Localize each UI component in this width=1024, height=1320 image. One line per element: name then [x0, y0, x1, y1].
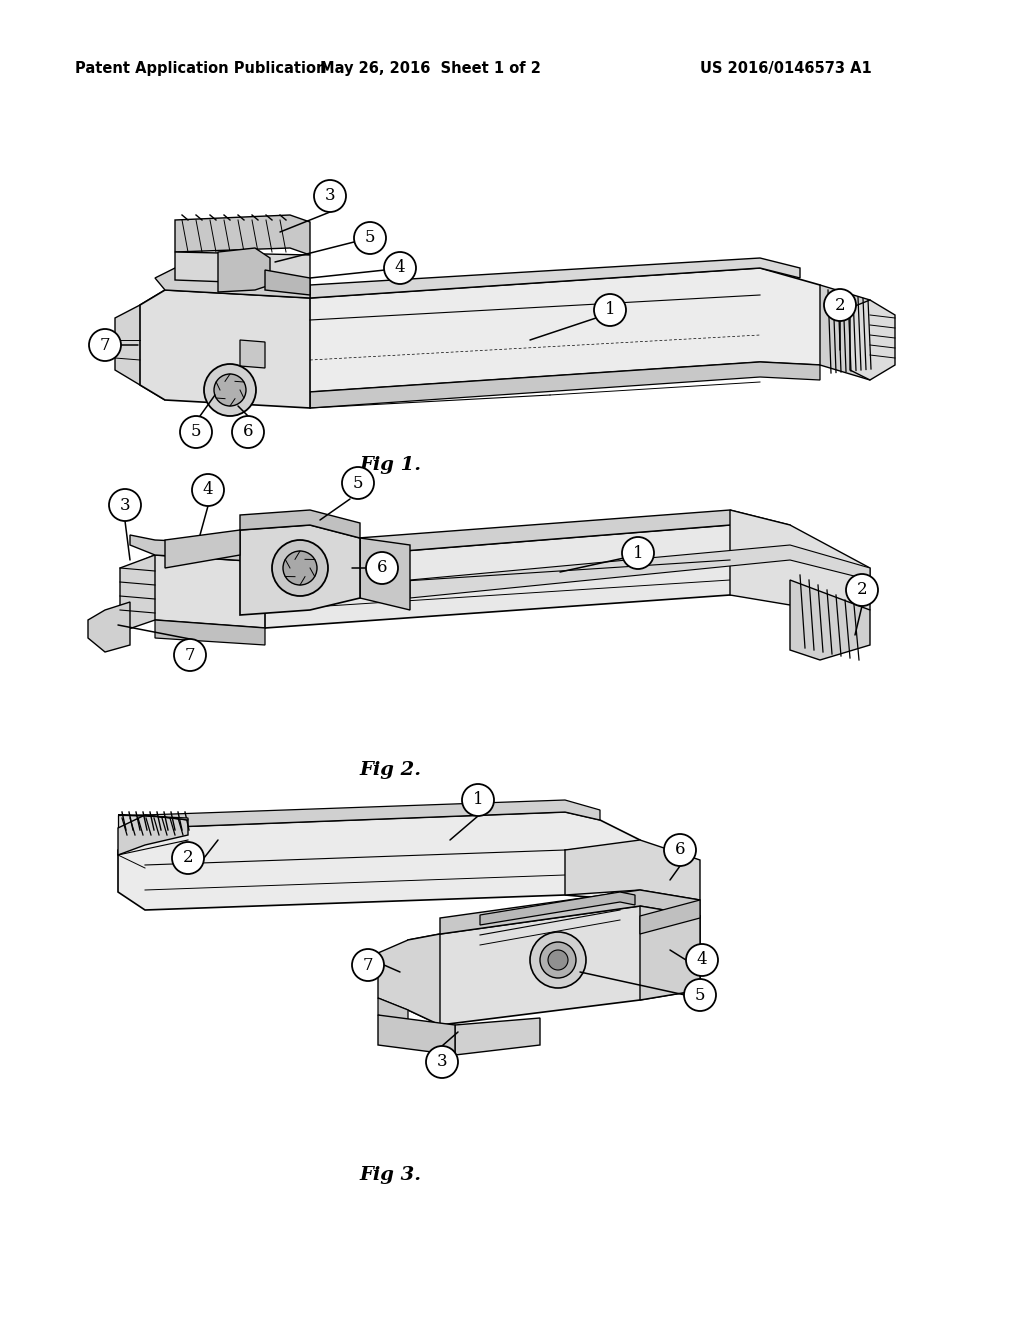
Polygon shape — [120, 554, 155, 632]
Text: Fig 3.: Fig 3. — [359, 1166, 421, 1184]
Circle shape — [530, 932, 586, 987]
Text: 1: 1 — [473, 792, 483, 808]
Text: 7: 7 — [184, 647, 196, 664]
Text: 2: 2 — [182, 850, 194, 866]
Text: 4: 4 — [203, 482, 213, 499]
Circle shape — [342, 467, 374, 499]
Polygon shape — [820, 285, 870, 380]
Polygon shape — [310, 362, 820, 408]
Polygon shape — [280, 268, 850, 392]
Circle shape — [846, 574, 878, 606]
Text: May 26, 2016  Sheet 1 of 2: May 26, 2016 Sheet 1 of 2 — [319, 61, 541, 75]
Circle shape — [622, 537, 654, 569]
Polygon shape — [240, 510, 360, 539]
Polygon shape — [265, 510, 790, 562]
Circle shape — [354, 222, 386, 253]
Text: Fig 1.: Fig 1. — [359, 455, 421, 474]
Circle shape — [684, 979, 716, 1011]
Polygon shape — [218, 248, 270, 292]
Circle shape — [366, 552, 398, 583]
Polygon shape — [240, 341, 265, 368]
Circle shape — [426, 1045, 458, 1078]
Circle shape — [548, 950, 568, 970]
Polygon shape — [115, 290, 165, 400]
Circle shape — [283, 550, 317, 585]
Circle shape — [232, 416, 264, 447]
Polygon shape — [850, 300, 895, 380]
Text: 6: 6 — [675, 842, 685, 858]
Circle shape — [594, 294, 626, 326]
Circle shape — [193, 474, 224, 506]
Polygon shape — [480, 892, 635, 925]
Polygon shape — [378, 1015, 455, 1055]
Polygon shape — [360, 539, 410, 610]
Polygon shape — [230, 525, 790, 628]
Polygon shape — [455, 1018, 540, 1055]
Polygon shape — [155, 268, 310, 298]
Text: 5: 5 — [365, 230, 375, 247]
Circle shape — [824, 289, 856, 321]
Text: 4: 4 — [696, 952, 708, 969]
Text: Fig 2.: Fig 2. — [359, 762, 421, 779]
Text: US 2016/0146573 A1: US 2016/0146573 A1 — [700, 61, 871, 75]
Polygon shape — [640, 900, 700, 935]
Text: 3: 3 — [325, 187, 335, 205]
Circle shape — [384, 252, 416, 284]
Polygon shape — [175, 252, 310, 285]
Text: 3: 3 — [436, 1053, 447, 1071]
Polygon shape — [145, 800, 600, 828]
Text: Patent Application Publication: Patent Application Publication — [75, 61, 327, 75]
Circle shape — [272, 540, 328, 597]
Circle shape — [109, 488, 141, 521]
Text: 7: 7 — [362, 957, 374, 974]
Polygon shape — [240, 525, 360, 615]
Polygon shape — [175, 215, 310, 255]
Circle shape — [314, 180, 346, 213]
Polygon shape — [640, 906, 700, 1001]
Text: 1: 1 — [605, 301, 615, 318]
Polygon shape — [408, 906, 700, 1026]
Polygon shape — [118, 814, 188, 820]
Polygon shape — [310, 257, 800, 298]
Polygon shape — [265, 271, 310, 294]
Text: 3: 3 — [120, 496, 130, 513]
Polygon shape — [125, 554, 265, 628]
Polygon shape — [165, 531, 240, 568]
Polygon shape — [155, 620, 265, 645]
Circle shape — [462, 784, 494, 816]
Circle shape — [540, 942, 575, 978]
Polygon shape — [440, 890, 700, 935]
Polygon shape — [118, 814, 188, 855]
Polygon shape — [378, 935, 440, 1026]
Circle shape — [204, 364, 256, 416]
Text: 6: 6 — [377, 560, 387, 577]
Polygon shape — [565, 840, 700, 900]
Text: 1: 1 — [633, 544, 643, 561]
Polygon shape — [118, 814, 145, 828]
Text: 5: 5 — [352, 474, 364, 491]
Circle shape — [352, 949, 384, 981]
Circle shape — [180, 416, 212, 447]
Circle shape — [89, 329, 121, 360]
Text: 6: 6 — [243, 424, 253, 441]
Text: 5: 5 — [190, 424, 202, 441]
Text: 2: 2 — [835, 297, 846, 314]
Circle shape — [664, 834, 696, 866]
Polygon shape — [410, 545, 870, 598]
Polygon shape — [378, 998, 408, 1026]
Circle shape — [214, 374, 246, 407]
Polygon shape — [88, 602, 130, 652]
Text: 2: 2 — [857, 582, 867, 598]
Circle shape — [686, 944, 718, 975]
Circle shape — [172, 842, 204, 874]
Polygon shape — [790, 579, 870, 660]
Circle shape — [174, 639, 206, 671]
Text: 7: 7 — [99, 337, 111, 354]
Polygon shape — [118, 812, 640, 909]
Polygon shape — [730, 510, 870, 610]
Polygon shape — [140, 290, 310, 408]
Text: 4: 4 — [394, 260, 406, 276]
Polygon shape — [130, 535, 265, 562]
Text: 5: 5 — [694, 986, 706, 1003]
